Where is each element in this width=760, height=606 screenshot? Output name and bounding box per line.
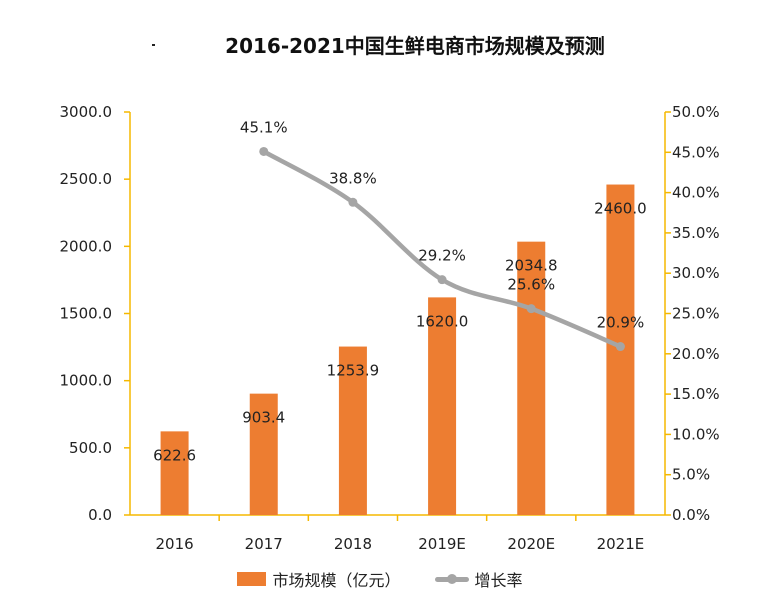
bar-data-label: 1620.0: [416, 312, 469, 330]
right-tick-label: 20.0%: [672, 345, 720, 363]
right-tick-label: 0.0%: [672, 506, 710, 524]
bar-data-label: 1253.9: [327, 362, 380, 380]
x-tick-label: 2018: [334, 535, 372, 553]
left-tick-label: 3000.0: [60, 103, 113, 121]
right-tick-label: 5.0%: [672, 466, 710, 484]
legend-swatch-bar: [237, 572, 267, 586]
right-tick-label: 25.0%: [672, 305, 720, 323]
growth-point: [437, 275, 447, 285]
line-data-label: 38.8%: [329, 169, 377, 187]
right-tick-label: 30.0%: [672, 264, 720, 282]
x-tick-label: 2021E: [597, 535, 645, 553]
bar-data-label: 2034.8: [505, 257, 558, 275]
bar-data-label: 903.4: [242, 409, 285, 427]
left-tick-label: 0.0: [88, 506, 112, 524]
legend-swatch-line: [434, 573, 469, 584]
growth-point: [348, 197, 358, 207]
right-tick-label: 10.0%: [672, 425, 720, 443]
bar: [517, 241, 546, 515]
left-tick-label: 2500.0: [60, 170, 113, 188]
right-tick-label: 15.0%: [672, 385, 720, 403]
x-tick-label: 2019E: [418, 535, 466, 553]
growth-point: [526, 304, 536, 314]
x-tick-label: 2017: [245, 535, 283, 553]
x-tick-label: 2020E: [507, 535, 555, 553]
left-tick-label: 500.0: [69, 439, 112, 457]
growth-point: [259, 146, 269, 156]
bar: [428, 297, 457, 515]
right-tick-label: 50.0%: [672, 103, 720, 121]
line-data-label: 25.6%: [507, 276, 555, 294]
bar-data-label: 622.6: [153, 446, 196, 464]
left-tick-label: 2000.0: [60, 237, 113, 255]
left-tick-label: 1500.0: [60, 305, 113, 323]
line-data-label: 45.1%: [240, 118, 288, 136]
right-tick-label: 40.0%: [672, 184, 720, 202]
bar-data-label: 2460.0: [594, 200, 647, 218]
legend-item-line: 增长率: [434, 567, 523, 591]
right-tick-label: 35.0%: [672, 224, 720, 242]
chart-title: 2016-2021中国生鲜电商市场规模及预测: [225, 34, 605, 58]
x-tick-label: 2016: [155, 535, 193, 553]
legend-label: 市场规模（亿元）: [272, 571, 401, 590]
growth-point: [615, 342, 625, 352]
decorative-dot: [152, 44, 155, 46]
legend: 市场规模（亿元） 增长率: [0, 567, 760, 591]
left-tick-label: 1000.0: [60, 372, 113, 390]
legend-item-bar: 市场规模（亿元）: [237, 567, 401, 591]
legend-label: 增长率: [474, 571, 523, 590]
line-data-label: 29.2%: [418, 247, 466, 265]
bar: [160, 431, 189, 515]
right-tick-label: 45.0%: [672, 143, 720, 161]
bar: [249, 393, 278, 515]
line-data-label: 20.9%: [597, 314, 645, 332]
bar: [338, 346, 367, 515]
